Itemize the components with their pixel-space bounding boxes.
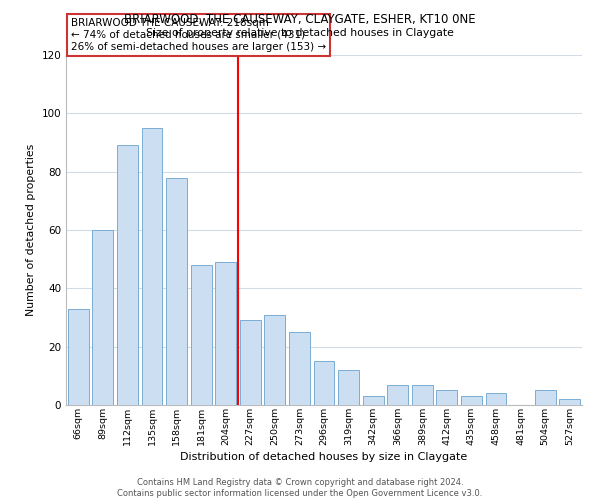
Text: Contains HM Land Registry data © Crown copyright and database right 2024.
Contai: Contains HM Land Registry data © Crown c… [118, 478, 482, 498]
Bar [387, 384, 408, 405]
Bar [535, 390, 556, 405]
Bar [142, 128, 163, 405]
Bar [265, 314, 286, 405]
X-axis label: Distribution of detached houses by size in Claygate: Distribution of detached houses by size … [181, 452, 467, 462]
Bar [314, 361, 334, 405]
Bar [117, 146, 138, 405]
Bar [412, 384, 433, 405]
Bar [240, 320, 261, 405]
Bar [191, 265, 212, 405]
Bar [68, 308, 89, 405]
Bar [215, 262, 236, 405]
Bar [338, 370, 359, 405]
Bar [289, 332, 310, 405]
Bar [559, 399, 580, 405]
Text: BRIARWOOD, THE CAUSEWAY, CLAYGATE, ESHER, KT10 0NE: BRIARWOOD, THE CAUSEWAY, CLAYGATE, ESHER… [124, 12, 476, 26]
Y-axis label: Number of detached properties: Number of detached properties [26, 144, 36, 316]
Bar [485, 394, 506, 405]
Bar [92, 230, 113, 405]
Bar [166, 178, 187, 405]
Text: BRIARWOOD THE CAUSEWAY: 218sqm
← 74% of detached houses are smaller (431)
26% of: BRIARWOOD THE CAUSEWAY: 218sqm ← 74% of … [71, 18, 326, 52]
Bar [362, 396, 383, 405]
Bar [461, 396, 482, 405]
Text: Size of property relative to detached houses in Claygate: Size of property relative to detached ho… [146, 28, 454, 38]
Bar [436, 390, 457, 405]
